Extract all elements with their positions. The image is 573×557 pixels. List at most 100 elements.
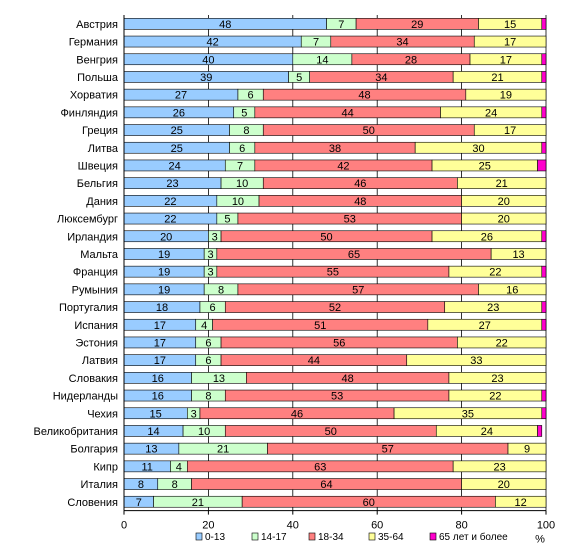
data-label: 50 <box>325 426 337 438</box>
data-label: 26 <box>481 231 493 243</box>
category-label: Болгария <box>70 444 118 456</box>
category-label: Швеция <box>78 160 118 172</box>
data-label: 14 <box>316 54 328 66</box>
data-label: 7 <box>136 497 142 509</box>
data-label: 33 <box>470 355 482 367</box>
data-label: 23 <box>487 302 499 314</box>
data-label: 25 <box>479 160 491 172</box>
data-label: 27 <box>175 90 187 102</box>
bar-segment <box>495 495 547 508</box>
data-label: 3 <box>207 267 213 279</box>
legend-label: 65 лет и более <box>439 531 508 543</box>
data-label: 13 <box>213 373 225 385</box>
data-label: 53 <box>344 214 356 226</box>
legend-label: 18-34 <box>318 532 344 543</box>
data-label: 22 <box>489 391 501 403</box>
bar-segment <box>457 336 547 349</box>
bar-segment <box>507 442 547 455</box>
data-label: 15 <box>504 19 516 31</box>
data-label: 60 <box>363 497 375 509</box>
data-label: 50 <box>320 231 332 243</box>
data-label: 20 <box>498 196 510 208</box>
data-label: 39 <box>200 72 212 84</box>
data-label: 10 <box>232 196 244 208</box>
category-label: Нидерланды <box>53 391 118 403</box>
data-label: 35 <box>462 408 474 420</box>
data-label: 10 <box>198 426 210 438</box>
bar-segment <box>490 248 547 260</box>
category-label: Германия <box>69 37 118 49</box>
bar-segment <box>541 301 547 313</box>
category-label: Греция <box>82 125 118 137</box>
x-tick-label: 80 <box>455 520 467 532</box>
data-label: 57 <box>352 284 364 296</box>
bar-segment <box>457 177 547 189</box>
data-label: 26 <box>173 107 185 119</box>
data-label: 7 <box>237 160 243 172</box>
data-label: 13 <box>145 444 157 456</box>
bar-segment <box>461 212 547 225</box>
bar-segment <box>461 478 547 490</box>
data-label: 34 <box>375 72 387 84</box>
data-label: 6 <box>239 143 245 155</box>
x-axis-unit: % <box>535 534 545 546</box>
data-label: 40 <box>202 54 214 66</box>
category-label: Эстония <box>75 337 118 349</box>
category-label: Италия <box>81 479 119 491</box>
data-label: 48 <box>358 90 370 102</box>
data-label: 12 <box>515 497 527 509</box>
bar-segment <box>478 283 547 296</box>
category-label: Латвия <box>82 355 118 367</box>
bar-segment <box>541 407 547 420</box>
category-label: Финляндия <box>60 107 118 119</box>
data-label: 48 <box>219 19 231 31</box>
data-label: 22 <box>164 196 176 208</box>
data-label: 23 <box>166 178 178 190</box>
bar-segment <box>541 230 547 243</box>
data-label: 21 <box>217 444 229 456</box>
category-label: Дания <box>86 196 118 208</box>
bar-segment <box>452 460 547 473</box>
data-label: 16 <box>506 284 518 296</box>
legend: 0-13 14-17 18-34 35-64 65 лет и более <box>195 531 508 543</box>
data-label: 6 <box>205 355 211 367</box>
data-label: 25 <box>171 125 183 137</box>
data-label: 17 <box>504 37 516 49</box>
data-label: 23 <box>493 461 505 473</box>
bar-segment <box>541 106 547 119</box>
data-label: 52 <box>329 302 341 314</box>
data-label: 16 <box>152 373 164 385</box>
data-label: 7 <box>313 37 319 49</box>
data-label: 38 <box>329 143 341 155</box>
data-label: 48 <box>354 196 366 208</box>
data-label: 28 <box>405 54 417 66</box>
x-tick-label: 100 <box>537 520 555 532</box>
data-label: 44 <box>342 107 354 119</box>
data-label: 9 <box>524 444 530 456</box>
data-label: 24 <box>485 107 497 119</box>
bar-segment <box>541 71 547 83</box>
data-label: 53 <box>331 391 343 403</box>
data-label: 57 <box>382 444 394 456</box>
data-label: 65 <box>348 249 360 261</box>
data-label: 17 <box>504 125 516 137</box>
category-label: Чехия <box>87 408 118 420</box>
data-label: 42 <box>206 37 218 49</box>
legend-label: 14-17 <box>261 532 287 543</box>
data-label: 17 <box>154 355 166 367</box>
bar-segment <box>406 354 547 366</box>
data-label: 16 <box>152 391 164 403</box>
category-label: Португалия <box>59 302 118 314</box>
data-label: 15 <box>150 408 162 420</box>
data-label: 6 <box>248 90 254 102</box>
data-label: 5 <box>296 72 302 84</box>
data-label: 21 <box>496 178 508 190</box>
bar-segment <box>473 124 547 136</box>
data-label: 22 <box>496 337 508 349</box>
legend-label: 35-64 <box>378 532 404 543</box>
data-label: 46 <box>354 178 366 190</box>
data-label: 14 <box>147 426 159 438</box>
x-tick-label: 0 <box>121 520 127 532</box>
data-label: 11 <box>141 461 152 473</box>
